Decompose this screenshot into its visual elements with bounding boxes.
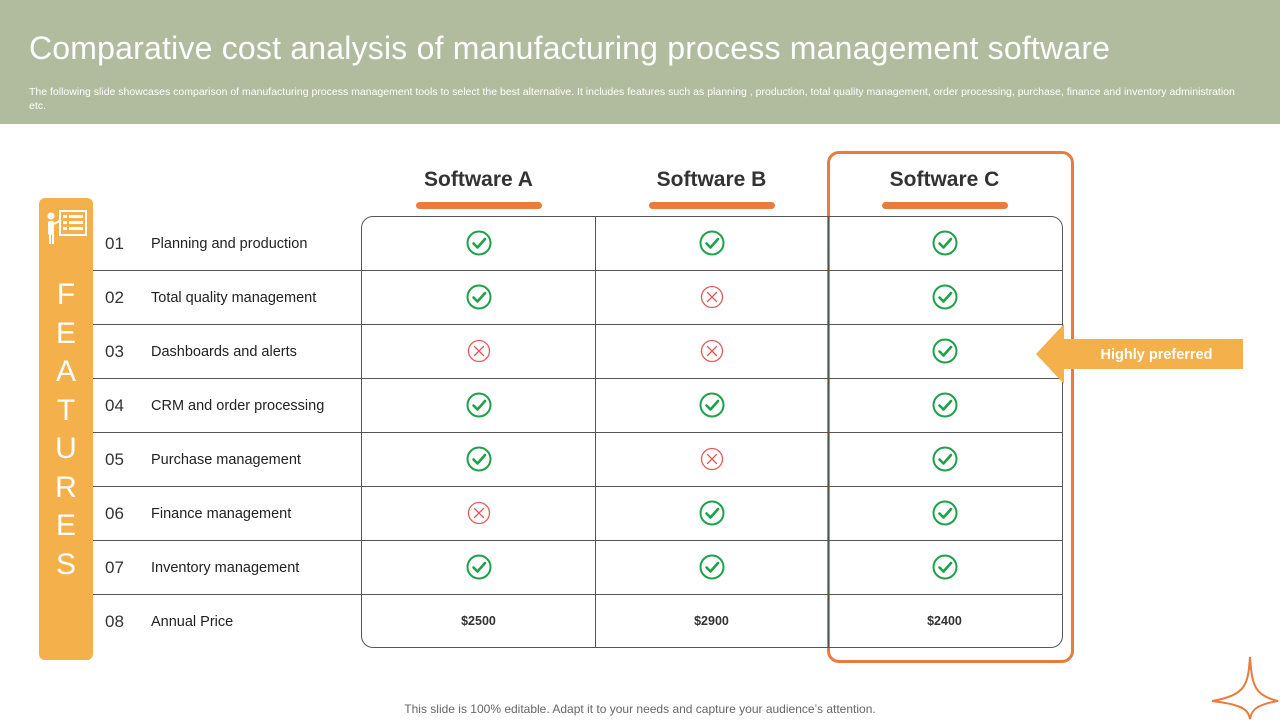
check-icon bbox=[362, 540, 595, 594]
row-divider bbox=[93, 594, 1063, 595]
header-banner: Comparative cost analysis of manufacturi… bbox=[0, 0, 1280, 124]
features-letter: A bbox=[55, 355, 76, 388]
row-number: 08 bbox=[105, 612, 124, 631]
column-underline bbox=[881, 202, 1008, 209]
price-cell: $2900 bbox=[595, 594, 828, 648]
row-number: 01 bbox=[105, 234, 124, 253]
column-header-software-c: Software C bbox=[889, 168, 1000, 191]
cross-icon bbox=[362, 486, 595, 540]
row-feature-label: CRM and order processing bbox=[151, 398, 325, 414]
row-number: 07 bbox=[105, 558, 124, 577]
column-underline bbox=[415, 202, 542, 209]
price-cell: $2500 bbox=[362, 594, 595, 648]
check-icon bbox=[595, 540, 828, 594]
check-icon bbox=[362, 270, 595, 324]
row-divider bbox=[93, 270, 1063, 271]
highly-preferred-callout: Highly preferred bbox=[1036, 324, 1243, 384]
row-feature-label: Inventory management bbox=[151, 560, 300, 576]
features-letter: S bbox=[55, 547, 76, 581]
features-letter: T bbox=[56, 393, 76, 427]
column-header-software-a: Software A bbox=[424, 168, 533, 191]
column-header-software-b: Software B bbox=[656, 168, 767, 191]
row-feature-label: Total quality management bbox=[151, 290, 317, 306]
row-divider bbox=[93, 378, 1063, 379]
cross-icon bbox=[595, 270, 828, 324]
check-icon bbox=[828, 378, 1061, 432]
column-underline bbox=[648, 202, 775, 209]
annual-price-value: $2500 bbox=[461, 614, 496, 628]
check-icon bbox=[362, 432, 595, 486]
row-divider bbox=[93, 486, 1063, 487]
row-divider bbox=[93, 324, 1063, 325]
cross-icon bbox=[595, 432, 828, 486]
row-number: 04 bbox=[105, 396, 124, 415]
check-icon bbox=[828, 540, 1061, 594]
cross-icon bbox=[362, 324, 595, 378]
callout-arrow-shape bbox=[1036, 324, 1243, 384]
check-icon bbox=[828, 216, 1061, 270]
row-feature-label: Finance management bbox=[151, 506, 292, 522]
row-number: 05 bbox=[105, 450, 124, 469]
check-icon bbox=[828, 432, 1061, 486]
check-icon bbox=[595, 486, 828, 540]
star-decoration-icon bbox=[1210, 655, 1280, 720]
presentation-icon bbox=[45, 208, 89, 248]
row-number: 03 bbox=[105, 342, 124, 361]
check-icon bbox=[362, 216, 595, 270]
page-subtitle: The following slide showcases comparison… bbox=[29, 86, 1235, 112]
callout-label: Highly preferred bbox=[1100, 347, 1213, 363]
page-title: Comparative cost analysis of manufacturi… bbox=[29, 30, 1111, 66]
row-number: 06 bbox=[105, 504, 124, 523]
check-icon bbox=[595, 378, 828, 432]
features-letter: E bbox=[55, 316, 76, 350]
row-feature-label: Planning and production bbox=[151, 236, 308, 252]
row-number: 02 bbox=[105, 288, 124, 307]
row-divider bbox=[93, 432, 1063, 433]
row-feature-label: Dashboards and alerts bbox=[151, 344, 297, 360]
check-icon bbox=[595, 216, 828, 270]
cross-icon bbox=[595, 324, 828, 378]
row-divider bbox=[93, 540, 1063, 541]
features-letter: R bbox=[55, 470, 77, 504]
check-icon bbox=[828, 486, 1061, 540]
features-letter: F bbox=[56, 278, 76, 311]
footer-note: This slide is 100% editable. Adapt it to… bbox=[404, 702, 876, 716]
check-icon bbox=[362, 378, 595, 432]
check-icon bbox=[828, 324, 1061, 378]
features-letter: U bbox=[55, 432, 77, 465]
check-icon bbox=[828, 270, 1061, 324]
row-feature-label: Purchase management bbox=[151, 452, 301, 468]
features-letter: E bbox=[55, 509, 76, 542]
row-feature-label: Annual Price bbox=[151, 614, 234, 630]
annual-price-value: $2400 bbox=[927, 614, 962, 628]
annual-price-value: $2900 bbox=[694, 614, 729, 628]
price-cell: $2400 bbox=[828, 594, 1061, 648]
